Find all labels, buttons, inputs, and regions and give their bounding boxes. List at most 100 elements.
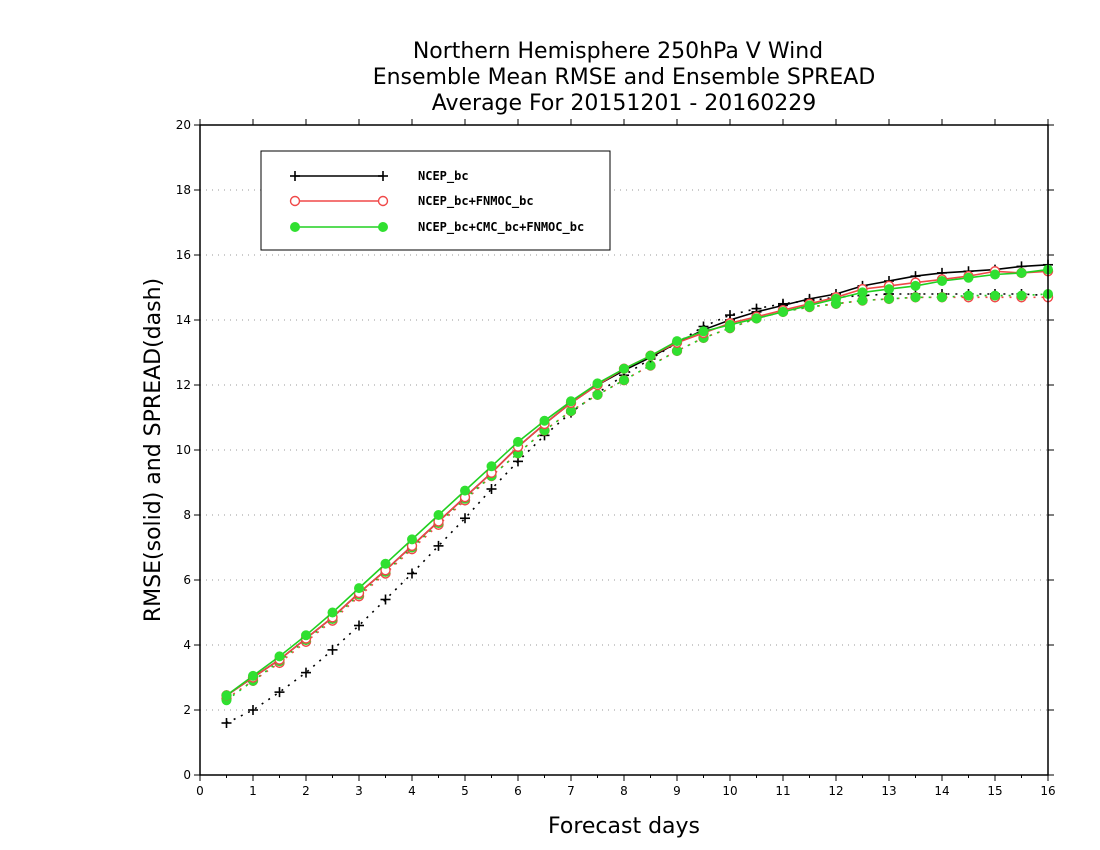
y-tick-label: 18 xyxy=(176,183,191,197)
x-tick-label: 15 xyxy=(987,784,1002,798)
x-tick-label: 12 xyxy=(828,784,843,798)
series-1-spread-point xyxy=(274,687,285,698)
series-2-rmse-line xyxy=(226,270,1049,697)
series-3-spread-point xyxy=(592,389,603,400)
legend-marker-3b xyxy=(378,222,388,232)
x-tick-label: 10 xyxy=(722,784,737,798)
chart-title-line-1: Northern Hemisphere 250hPa V Wind xyxy=(413,39,823,64)
y-tick-label: 16 xyxy=(176,248,191,262)
series-3-rmse-point xyxy=(327,607,338,618)
x-tick-label: 6 xyxy=(514,784,522,798)
series-1-spread-point xyxy=(380,594,391,605)
series-3-rmse-point xyxy=(539,415,550,426)
series-3-rmse-point xyxy=(804,300,815,311)
series-3-rmse-point xyxy=(725,319,735,330)
x-tick-label: 7 xyxy=(567,784,575,798)
chart-title: Northern Hemisphere 250hPa V Wind Ensemb… xyxy=(373,39,876,116)
series-3-rmse-point xyxy=(831,293,841,304)
series-3-spread-point xyxy=(857,295,868,306)
legend-label-2: NCEP_bc+FNMOC_bc xyxy=(418,194,534,209)
series-3-spread-point xyxy=(645,360,656,371)
legend-label-3: NCEP_bc+CMC_bc+FNMOC_bc xyxy=(418,220,584,235)
legend-marker-2a xyxy=(289,195,301,207)
series-1-spread-point xyxy=(354,620,364,631)
x-tick-label: 11 xyxy=(775,784,790,798)
series-3-rmse-point xyxy=(433,510,444,520)
series-3-rmse-point xyxy=(857,287,868,298)
y-tick-label: 8 xyxy=(183,508,191,522)
series-3-rmse-point xyxy=(274,651,285,662)
series-3-rmse-point xyxy=(963,272,974,283)
chart-title-line-3: Average For 20151201 - 20160229 xyxy=(432,91,817,116)
series-3-rmse-point xyxy=(884,284,894,295)
series-1-spread-point xyxy=(248,705,258,715)
series-3-rmse-point xyxy=(248,670,258,681)
series-3-rmse-point xyxy=(407,534,417,545)
series-3-spread-point xyxy=(884,293,894,304)
series-3-rmse-point xyxy=(778,306,788,317)
series-3-rmse-point xyxy=(672,336,682,347)
chart-title-line-2: Ensemble Mean RMSE and Ensemble SPREAD xyxy=(373,65,876,90)
series-1-spread-line xyxy=(226,293,1049,724)
series-3-rmse-point xyxy=(566,396,576,407)
y-tick-label: 12 xyxy=(176,378,191,392)
x-tick-label: 16 xyxy=(1040,784,1055,798)
series-1-spread-point xyxy=(301,667,311,678)
x-tick-label: 5 xyxy=(461,784,469,798)
series-3-spread-point xyxy=(963,290,974,301)
series-1-spread-point xyxy=(221,718,232,728)
series-3-rmse-point xyxy=(910,280,921,291)
series-3-spread-point xyxy=(619,375,629,386)
series-3-rmse-point xyxy=(1016,267,1027,278)
series-3-rmse-point xyxy=(698,326,709,337)
series-3-spread-point xyxy=(1016,290,1027,301)
series-3-rmse-point xyxy=(990,269,1000,280)
series-1-spread-point xyxy=(460,513,470,524)
legend: NCEP_bc NCEP_bc+FNMOC_bc NCEP_bc+CMC_bc+FN… xyxy=(260,150,611,251)
series-3-rmse-point xyxy=(513,436,523,447)
x-tick-label: 2 xyxy=(302,784,310,798)
series-1-rmse-line xyxy=(226,264,1049,697)
series-3-rmse-line xyxy=(226,268,1049,697)
x-tick-label: 9 xyxy=(673,784,681,798)
series-3-rmse-point xyxy=(486,461,497,472)
x-tick-label: 14 xyxy=(934,784,949,798)
y-tick-label: 4 xyxy=(183,638,191,652)
y-tick-label: 2 xyxy=(183,703,191,717)
series-2-spread-line xyxy=(226,296,1048,700)
y-tick-label: 14 xyxy=(176,313,191,327)
series-3-rmse-point xyxy=(592,378,603,389)
y-axis-label: RMSE(solid) and SPREAD(dash) xyxy=(141,278,166,622)
x-tick-label: 8 xyxy=(620,784,628,798)
series-3-rmse-point xyxy=(221,690,232,701)
series-1-spread-point xyxy=(407,568,417,579)
series-3-rmse-point xyxy=(354,583,364,594)
series-3-rmse-point xyxy=(301,630,311,641)
series-3-spread-point xyxy=(910,292,921,303)
x-tick-label: 0 xyxy=(196,784,204,798)
y-tick-label: 20 xyxy=(176,118,191,132)
y-tick-label: 6 xyxy=(183,573,191,587)
series-1-spread-point xyxy=(433,540,444,551)
series-layer xyxy=(221,259,1054,728)
series-3-spread-line xyxy=(226,293,1049,701)
x-tick-label: 1 xyxy=(249,784,257,798)
y-tick-label: 0 xyxy=(183,768,191,782)
legend-marker-1b xyxy=(378,171,388,181)
x-tick-label: 13 xyxy=(881,784,896,798)
x-axis-label: Forecast days xyxy=(548,814,700,839)
legend-label-1: NCEP_bc xyxy=(418,169,469,184)
legend-marker-3a xyxy=(290,222,300,232)
legend-marker-2b xyxy=(377,195,389,207)
x-tick-label: 4 xyxy=(408,784,416,798)
series-3-spread-point xyxy=(566,406,576,416)
grid xyxy=(200,189,1048,711)
series-3-rmse-point xyxy=(937,276,947,286)
series-3-rmse-point xyxy=(460,485,470,496)
series-3-rmse-point xyxy=(380,558,391,569)
x-tick-label: 3 xyxy=(355,784,363,798)
series-1-spread-point xyxy=(486,484,497,494)
